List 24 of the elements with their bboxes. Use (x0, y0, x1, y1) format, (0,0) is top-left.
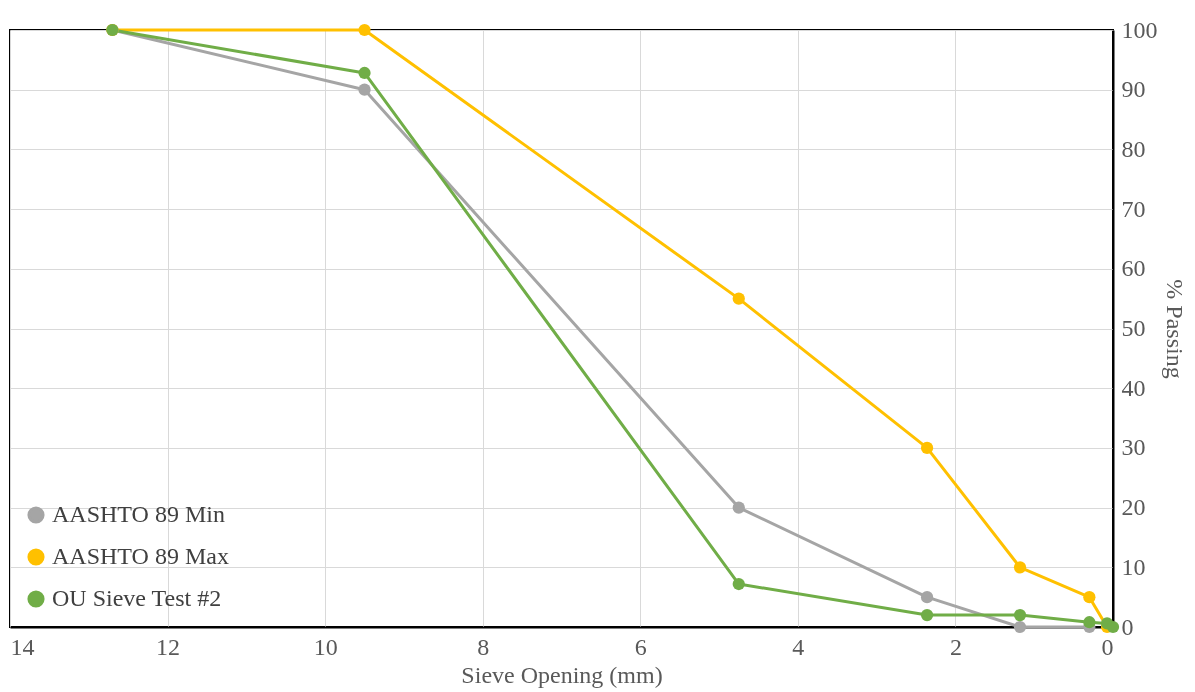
y-tick-label: 50 (1121, 315, 1146, 341)
legend-label: AASHTO 89 Max (52, 543, 229, 569)
y-tick-label: 80 (1121, 135, 1146, 162)
x-axis-title: Sieve Opening (mm) (461, 661, 663, 688)
y-tick-label: 30 (1121, 434, 1146, 461)
y-tick-label: 90 (1121, 76, 1146, 103)
y-tick-label: 20 (1121, 494, 1146, 521)
x-tick-label: 0 (1101, 633, 1114, 660)
x-tick-label: 8 (477, 633, 490, 660)
legend-label: OU Sieve Test #2 (52, 585, 222, 611)
x-tick-label: 14 (10, 633, 35, 660)
x-tick-label: 10 (313, 633, 338, 660)
y-tick-label: 100 (1121, 16, 1158, 43)
legend-label: AASHTO 89 Min (52, 501, 225, 527)
x-tick-label: 12 (156, 633, 181, 660)
y-tick-label: 40 (1121, 374, 1146, 401)
y-axis-title: % Passing (1161, 279, 1188, 379)
y-tick-label: 10 (1121, 553, 1146, 580)
x-tick-label: 6 (634, 633, 647, 660)
x-tick-label: 4 (792, 633, 805, 660)
y-tick-label: 0 (1121, 613, 1134, 640)
y-tick-label: 60 (1121, 255, 1146, 282)
x-tick-label: 2 (949, 633, 962, 660)
y-tick-label: 70 (1121, 195, 1146, 222)
